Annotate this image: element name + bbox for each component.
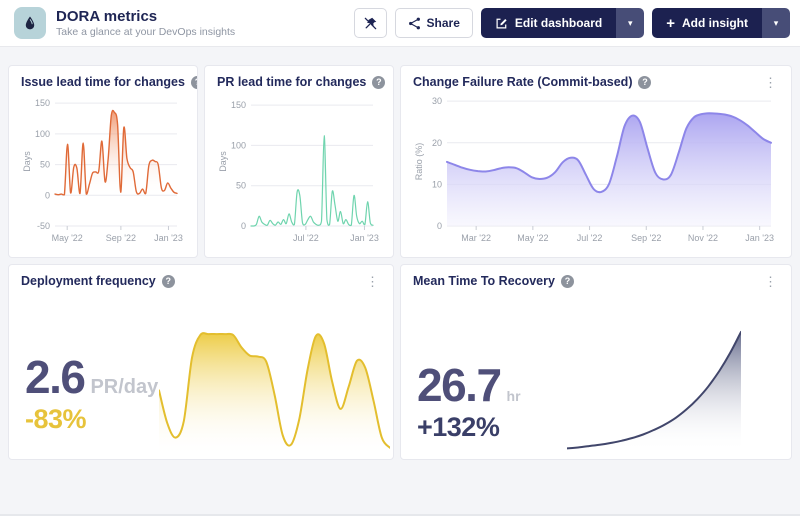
card-change-failure-rate: Change Failure Rate (Commit-based) ? ⋮ 0… — [400, 65, 792, 258]
svg-text:Jan '23: Jan '23 — [154, 233, 183, 243]
edit-dashboard-split-button: Edit dashboard ▾ — [480, 8, 645, 38]
deployment-frequency-sparkline — [158, 328, 391, 456]
issue-lead-time-chart: -50 0 50 100 150 Days May '22 Sep '22 Jan '23 — [21, 91, 185, 248]
add-insight-label: Add insight — [682, 16, 748, 30]
svg-text:Jan '23: Jan '23 — [745, 233, 774, 243]
svg-text:Days: Days — [218, 151, 228, 172]
edit-dashboard-label: Edit dashboard — [514, 16, 603, 30]
edit-dashboard-dropdown[interactable]: ▾ — [616, 8, 645, 38]
mttr-delta: +132% — [417, 412, 500, 442]
mttr-value: 26.7 — [417, 359, 502, 411]
chevron-down-icon: ▾ — [627, 17, 633, 28]
help-icon[interactable]: ? — [190, 75, 197, 89]
card-mean-time-to-recovery: Mean Time To Recovery ? ⋮ 26.7 hr +132% — [400, 264, 792, 460]
svg-text:0: 0 — [45, 190, 50, 200]
svg-text:Mar '22: Mar '22 — [461, 233, 491, 243]
card-issue-lead-time: Issue lead time for changes ? ⋮ -5005010… — [8, 65, 198, 258]
add-insight-dropdown[interactable]: ▾ — [762, 8, 790, 38]
svg-text:Sep '22: Sep '22 — [631, 233, 661, 243]
svg-text:100: 100 — [231, 140, 246, 150]
card-pr-lead-time: PR lead time for changes ? ⋮ 0 50 100 150 Da… — [204, 65, 394, 258]
svg-text:Jul '22: Jul '22 — [293, 233, 319, 243]
unpin-button[interactable] — [353, 8, 387, 38]
share-button[interactable]: Share — [394, 8, 473, 38]
deployment-frequency-value: 2.6 — [25, 351, 86, 403]
svg-text:50: 50 — [40, 160, 50, 170]
add-insight-button[interactable]: + Add insight — [652, 8, 762, 38]
help-icon[interactable]: ? — [372, 75, 386, 89]
deployment-frequency-unit: PR/day — [90, 376, 159, 398]
header: DORA metrics Take a glance at your DevOp… — [0, 0, 800, 47]
kebab-menu-icon[interactable]: ⋮ — [391, 76, 393, 89]
card-title: Change Failure Rate (Commit-based) — [413, 75, 633, 89]
pr-lead-time-chart: 0 50 100 150 Days Jul '22 Jan '23 — [217, 91, 381, 248]
page-subtitle: Take a glance at your DevOps insights — [56, 26, 236, 39]
svg-text:Jan '23: Jan '23 — [350, 233, 379, 243]
svg-text:Nov '22: Nov '22 — [688, 233, 718, 243]
card-title: PR lead time for changes — [217, 75, 367, 89]
svg-text:20: 20 — [432, 138, 442, 148]
svg-text:May '22: May '22 — [52, 233, 83, 243]
help-icon[interactable]: ? — [161, 274, 175, 288]
plus-icon: + — [666, 14, 675, 32]
svg-text:50: 50 — [236, 181, 246, 191]
mttr-unit: hr — [506, 388, 521, 404]
unpin-icon — [364, 17, 376, 29]
kebab-menu-icon[interactable]: ⋮ — [366, 273, 379, 289]
chevron-down-icon: ▾ — [773, 17, 779, 28]
card-title: Mean Time To Recovery — [413, 274, 555, 288]
svg-text:30: 30 — [432, 96, 442, 106]
help-icon[interactable]: ? — [560, 274, 574, 288]
svg-text:Sep '22: Sep '22 — [106, 233, 136, 243]
dashboard-grid: Issue lead time for changes ? ⋮ -50 0 50 10… — [0, 47, 800, 460]
share-label: Share — [426, 16, 460, 30]
svg-text:100: 100 — [35, 129, 50, 139]
edit-icon — [496, 18, 507, 28]
svg-text:150: 150 — [35, 98, 50, 108]
help-icon[interactable]: ? — [638, 75, 652, 89]
share-icon — [408, 17, 420, 29]
droplet-icon — [25, 16, 35, 30]
svg-text:Days: Days — [22, 151, 32, 172]
card-title: Issue lead time for changes — [21, 75, 185, 89]
svg-text:150: 150 — [231, 100, 246, 110]
change-failure-rate-chart: 0 10 20 30 Ratio (%) Mar '22 May '22 Jul '22 Sep… — [413, 91, 779, 248]
svg-text:0: 0 — [437, 221, 442, 231]
page-title: DORA metrics — [56, 7, 158, 25]
mttr-sparkline — [566, 324, 742, 452]
card-title: Deployment frequency — [21, 274, 156, 288]
svg-text:10: 10 — [432, 179, 442, 189]
svg-text:May '22: May '22 — [517, 233, 548, 243]
svg-text:Jul '22: Jul '22 — [577, 233, 603, 243]
kebab-menu-icon[interactable]: ⋮ — [764, 273, 777, 289]
kebab-menu-icon[interactable]: ⋮ — [764, 74, 777, 90]
add-insight-split-button: + Add insight ▾ — [652, 8, 790, 38]
card-deployment-frequency: Deployment frequency ? ⋮ 2.6 PR/day -83% — [8, 264, 394, 460]
deployment-frequency-delta: -83% — [25, 404, 87, 434]
edit-dashboard-button[interactable]: Edit dashboard — [480, 8, 617, 38]
svg-text:-50: -50 — [37, 221, 50, 231]
window-bottom-edge — [0, 514, 800, 516]
svg-text:Ratio (%): Ratio (%) — [414, 143, 424, 181]
app-logo — [14, 7, 46, 39]
svg-text:0: 0 — [241, 221, 246, 231]
